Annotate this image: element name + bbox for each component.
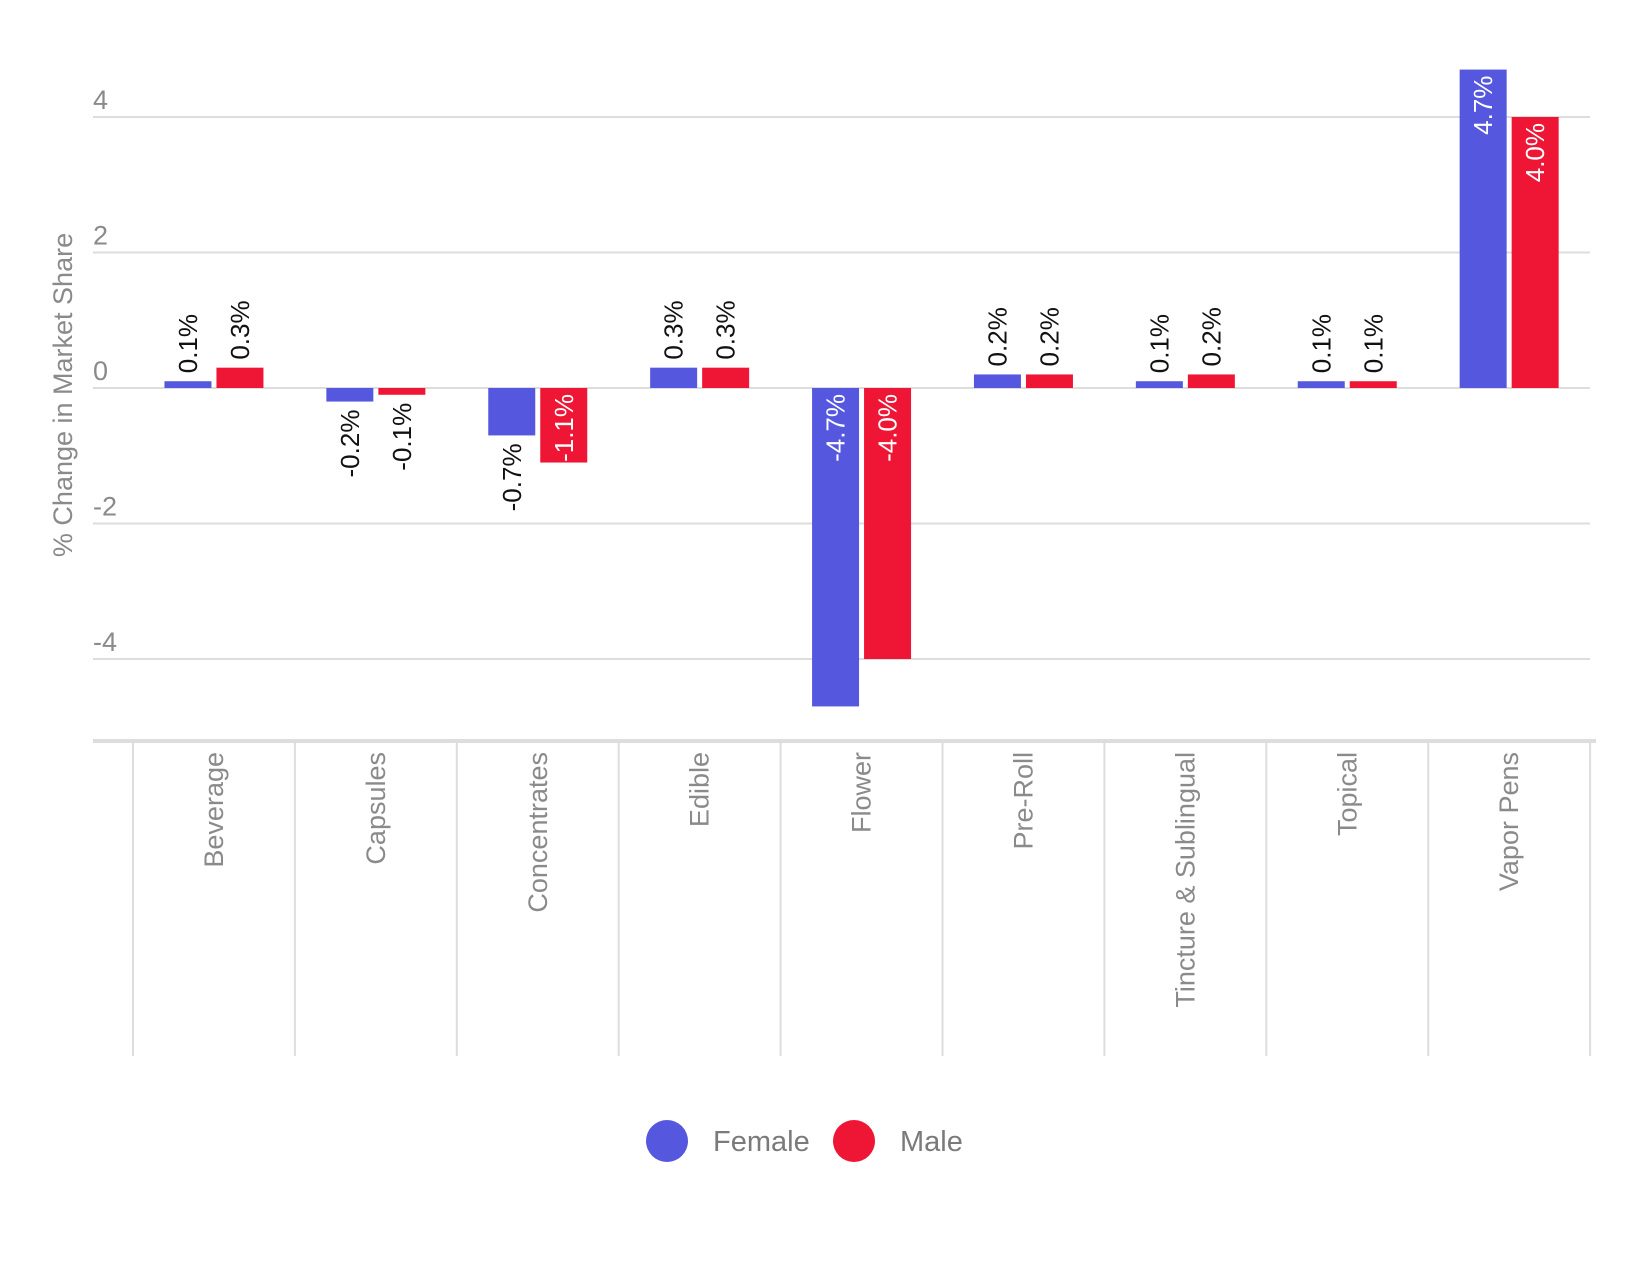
data-label: 4.7% — [1468, 76, 1498, 135]
data-label: 0.2% — [1196, 307, 1226, 366]
category-labels: Beverage Capsules Concentrates Edible Flower… — [199, 752, 1524, 1008]
bar-female-8 — [1459, 69, 1507, 388]
data-label: 0.3% — [225, 300, 255, 359]
bar-male-8 — [1511, 117, 1559, 388]
legend-label: Female — [713, 1126, 810, 1158]
legend-label: Male — [900, 1126, 963, 1158]
y-axis-ticks: 4 2 0 -2 -4 — [93, 85, 117, 657]
y-tick-label: -2 — [93, 492, 117, 522]
data-label: -0.2% — [335, 410, 365, 478]
x-axis — [93, 739, 1596, 1056]
category-label: Vapor Pens — [1494, 752, 1524, 891]
data-label: -0.1% — [387, 403, 417, 471]
data-label: 0.2% — [1034, 307, 1064, 366]
y-tick-label: 0 — [93, 356, 108, 386]
y-tick-label: 4 — [93, 85, 108, 115]
y-tick-label: -4 — [93, 627, 117, 657]
bar-male-5 — [1025, 374, 1073, 388]
bar-male-2 — [540, 388, 588, 463]
category-label: Pre-Roll — [1008, 752, 1038, 850]
bar-male-0 — [216, 367, 264, 388]
category-label: Flower — [847, 752, 877, 833]
bar-male-1 — [378, 388, 426, 395]
data-label: -0.7% — [497, 443, 527, 511]
category-label: Topical — [1332, 752, 1362, 836]
bar-female-1 — [326, 388, 374, 402]
data-label: 4.0% — [1520, 123, 1550, 182]
data-label: 0.1% — [1306, 314, 1336, 373]
y-axis-label: % Change in Market Share — [48, 233, 78, 557]
category-label: Concentrates — [523, 752, 553, 913]
category-label: Capsules — [361, 752, 391, 865]
bar-female-0 — [164, 381, 212, 388]
category-label: Tincture & Sublingual — [1170, 752, 1200, 1008]
data-label: 0.1% — [1358, 314, 1388, 373]
data-label: 0.3% — [711, 300, 741, 359]
category-label: Edible — [685, 752, 715, 827]
legend: Female Male — [646, 1120, 963, 1162]
bar-male-3 — [702, 367, 750, 388]
bar-female-6 — [1135, 381, 1183, 388]
bar-female-2 — [488, 388, 536, 436]
y-tick-label: 2 — [93, 221, 108, 251]
data-labels: 0.1% 0.3% -0.2% -0.1% -0.7% -1.1% 0.3% 0.3% -4.7… — [173, 76, 1550, 512]
data-label: 0.1% — [1144, 314, 1174, 373]
bar-male-7 — [1349, 381, 1397, 388]
bars — [164, 69, 1559, 707]
category-label: Beverage — [199, 752, 229, 868]
bar-female-4 — [812, 388, 860, 707]
data-label: -4.7% — [821, 394, 851, 462]
bar-female-7 — [1297, 381, 1345, 388]
data-label: -1.1% — [549, 394, 579, 462]
bar-female-3 — [650, 367, 698, 388]
data-label: 0.3% — [659, 300, 689, 359]
legend-swatch-female — [646, 1120, 688, 1162]
legend-swatch-male — [833, 1120, 875, 1162]
bar-male-6 — [1187, 374, 1235, 388]
data-label: 0.1% — [173, 314, 203, 373]
data-label: -4.0% — [873, 394, 903, 462]
bar-female-5 — [973, 374, 1021, 388]
bar-male-4 — [864, 388, 912, 659]
data-label: 0.2% — [982, 307, 1012, 366]
